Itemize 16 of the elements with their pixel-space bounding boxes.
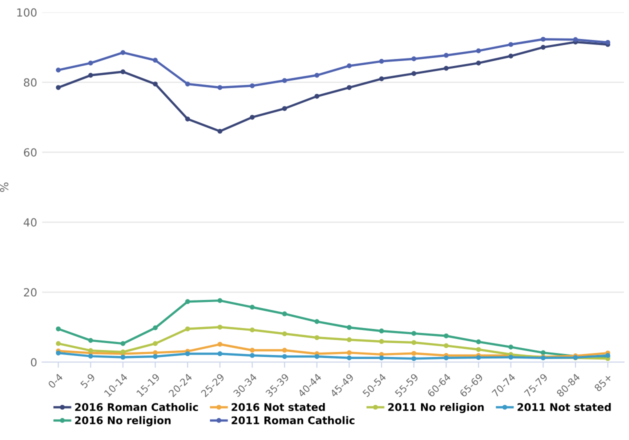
legend-label: 2011 Roman Catholic bbox=[232, 416, 354, 424]
legend-label: 2011 Not stated bbox=[518, 402, 611, 412]
y-tick-label: 60 bbox=[24, 148, 37, 157]
y-tick-label: 100 bbox=[17, 8, 37, 17]
legend-label: 2016 Roman Catholic bbox=[75, 402, 198, 412]
legend-label: 2011 No religion bbox=[388, 402, 484, 414]
x-tick-label: 85+ bbox=[594, 373, 612, 392]
y-tick-label: 0 bbox=[30, 358, 37, 366]
x-tick-label: 0-4 bbox=[48, 373, 64, 389]
y-tick-label: 80 bbox=[24, 78, 37, 87]
y-axis-title: % bbox=[0, 182, 8, 192]
x-tick-label: 5-9 bbox=[80, 373, 96, 389]
y-tick-label: 40 bbox=[24, 218, 37, 227]
legend-label: 2016 Not stated bbox=[232, 402, 325, 412]
y-tick-label: 20 bbox=[24, 288, 37, 297]
legend-label: 2016 No religion bbox=[75, 416, 171, 426]
